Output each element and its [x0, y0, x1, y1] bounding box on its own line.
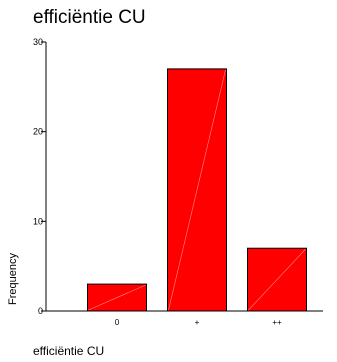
bar-highlight [248, 249, 306, 311]
y-tick-label: 30 [33, 37, 43, 47]
x-axis-label: efficiëntie CU [33, 344, 105, 358]
y-tick-label: 0 [38, 306, 43, 316]
x-tick-label: + [195, 318, 200, 327]
y-tick-label: 20 [33, 127, 43, 137]
bars [87, 68, 307, 312]
x-tick-label: 0 [115, 318, 120, 327]
y-tick-label: 10 [33, 216, 43, 226]
y-axis-label: Frequency [7, 253, 19, 305]
bar-highlight [88, 284, 146, 311]
bar-highlight [168, 69, 226, 311]
chart-title: efficiëntie CU [33, 7, 146, 28]
x-tick-label: ++ [272, 318, 282, 327]
